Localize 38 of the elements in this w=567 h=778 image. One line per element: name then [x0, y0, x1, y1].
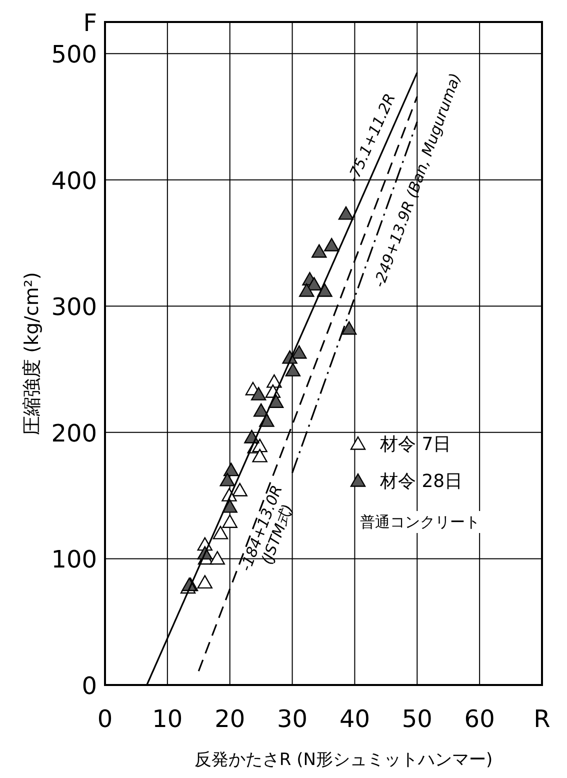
y-tick-label: 200 — [51, 419, 97, 448]
y-tick-label: 100 — [51, 546, 97, 574]
x-tick-label: 50 — [402, 705, 432, 733]
x-tick-label: R — [534, 705, 550, 733]
y-tick-label: 300 — [51, 293, 97, 322]
point — [306, 277, 322, 291]
point — [250, 386, 266, 400]
x-axis-title: 反発かたさR (N形シュミットハンマー) — [194, 750, 493, 770]
y-tick-label: 0 — [82, 672, 97, 700]
x-tick-label: 10 — [152, 705, 183, 733]
annotation: 普通コンクリート — [360, 513, 480, 531]
legend-label: 材令 28日 — [379, 471, 463, 492]
x-tick-label: 20 — [214, 705, 246, 733]
x-tick-label: 40 — [339, 705, 370, 733]
point — [224, 462, 239, 476]
point — [244, 430, 260, 444]
point — [338, 206, 354, 220]
x-tick-label: 60 — [464, 705, 495, 733]
point — [197, 575, 212, 589]
point — [212, 526, 228, 540]
point — [292, 345, 307, 359]
point — [312, 244, 327, 258]
point — [222, 514, 238, 528]
point — [253, 403, 269, 417]
point — [252, 448, 268, 462]
point — [324, 238, 340, 252]
x-tick-label: 30 — [277, 705, 308, 733]
legend-label: 材令 7日 — [379, 434, 452, 455]
y-tick-label: F — [83, 9, 97, 37]
point — [299, 283, 314, 297]
point — [341, 321, 357, 335]
point — [220, 472, 235, 486]
point — [222, 499, 238, 513]
y-axis-title: 圧縮強度 (kg/cm²) — [21, 272, 43, 435]
y-tick-label: 400 — [51, 166, 97, 195]
point — [210, 551, 225, 565]
y-tick-label: 500 — [51, 40, 97, 69]
point — [285, 362, 301, 376]
